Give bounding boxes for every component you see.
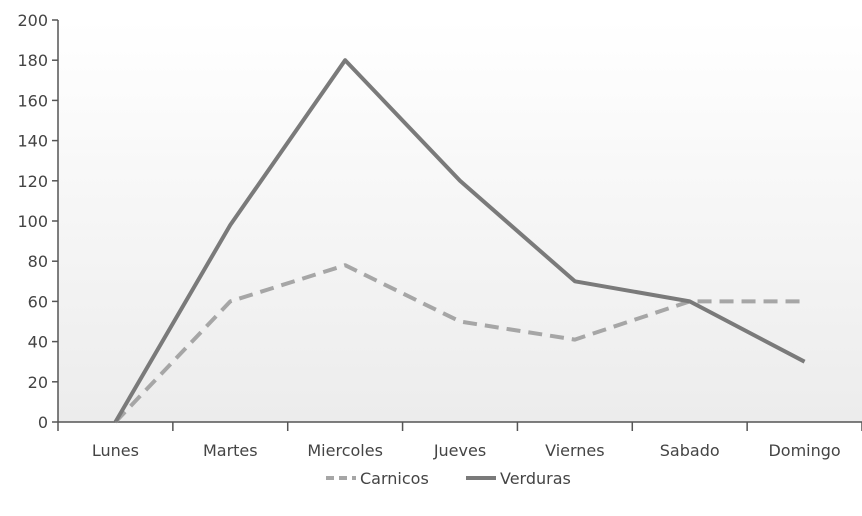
legend: Carnicos Verduras <box>326 469 571 488</box>
y-tick-label: 80 <box>28 252 48 271</box>
y-tick-label: 120 <box>17 172 48 191</box>
x-tick-label: Domingo <box>768 441 840 460</box>
x-tick-label: Jueves <box>433 441 486 460</box>
x-tick-label: Sabado <box>660 441 720 460</box>
plot-background <box>58 20 862 422</box>
x-tick-label: Miercoles <box>307 441 383 460</box>
y-tick-label: 100 <box>17 212 48 231</box>
series-line-verduras <box>113 58 806 424</box>
y-tick-label: 60 <box>28 292 48 311</box>
x-axis: Lunes Martes Miercoles Jueves Viernes Sabado D… <box>57 421 862 460</box>
y-tick-label: 0 <box>38 413 48 432</box>
legend-label-verduras: Verduras <box>500 469 571 488</box>
x-tick-label: Lunes <box>92 441 139 460</box>
y-tick-label: 180 <box>17 51 48 70</box>
series-lines <box>113 58 806 424</box>
y-tick-label: 20 <box>28 373 48 392</box>
y-tick-label: 140 <box>17 132 48 151</box>
y-axis: 0 20 40 60 80 100 120 140 160 180 200 <box>17 11 59 432</box>
y-tick-label: 200 <box>17 11 48 30</box>
x-tick-label: Viernes <box>545 441 605 460</box>
y-tick-label: 40 <box>28 333 48 352</box>
legend-label-carnicos: Carnicos <box>360 469 429 488</box>
x-tick-label: Martes <box>203 441 258 460</box>
series-line-carnicos <box>113 263 805 424</box>
y-tick-label: 160 <box>17 91 48 110</box>
